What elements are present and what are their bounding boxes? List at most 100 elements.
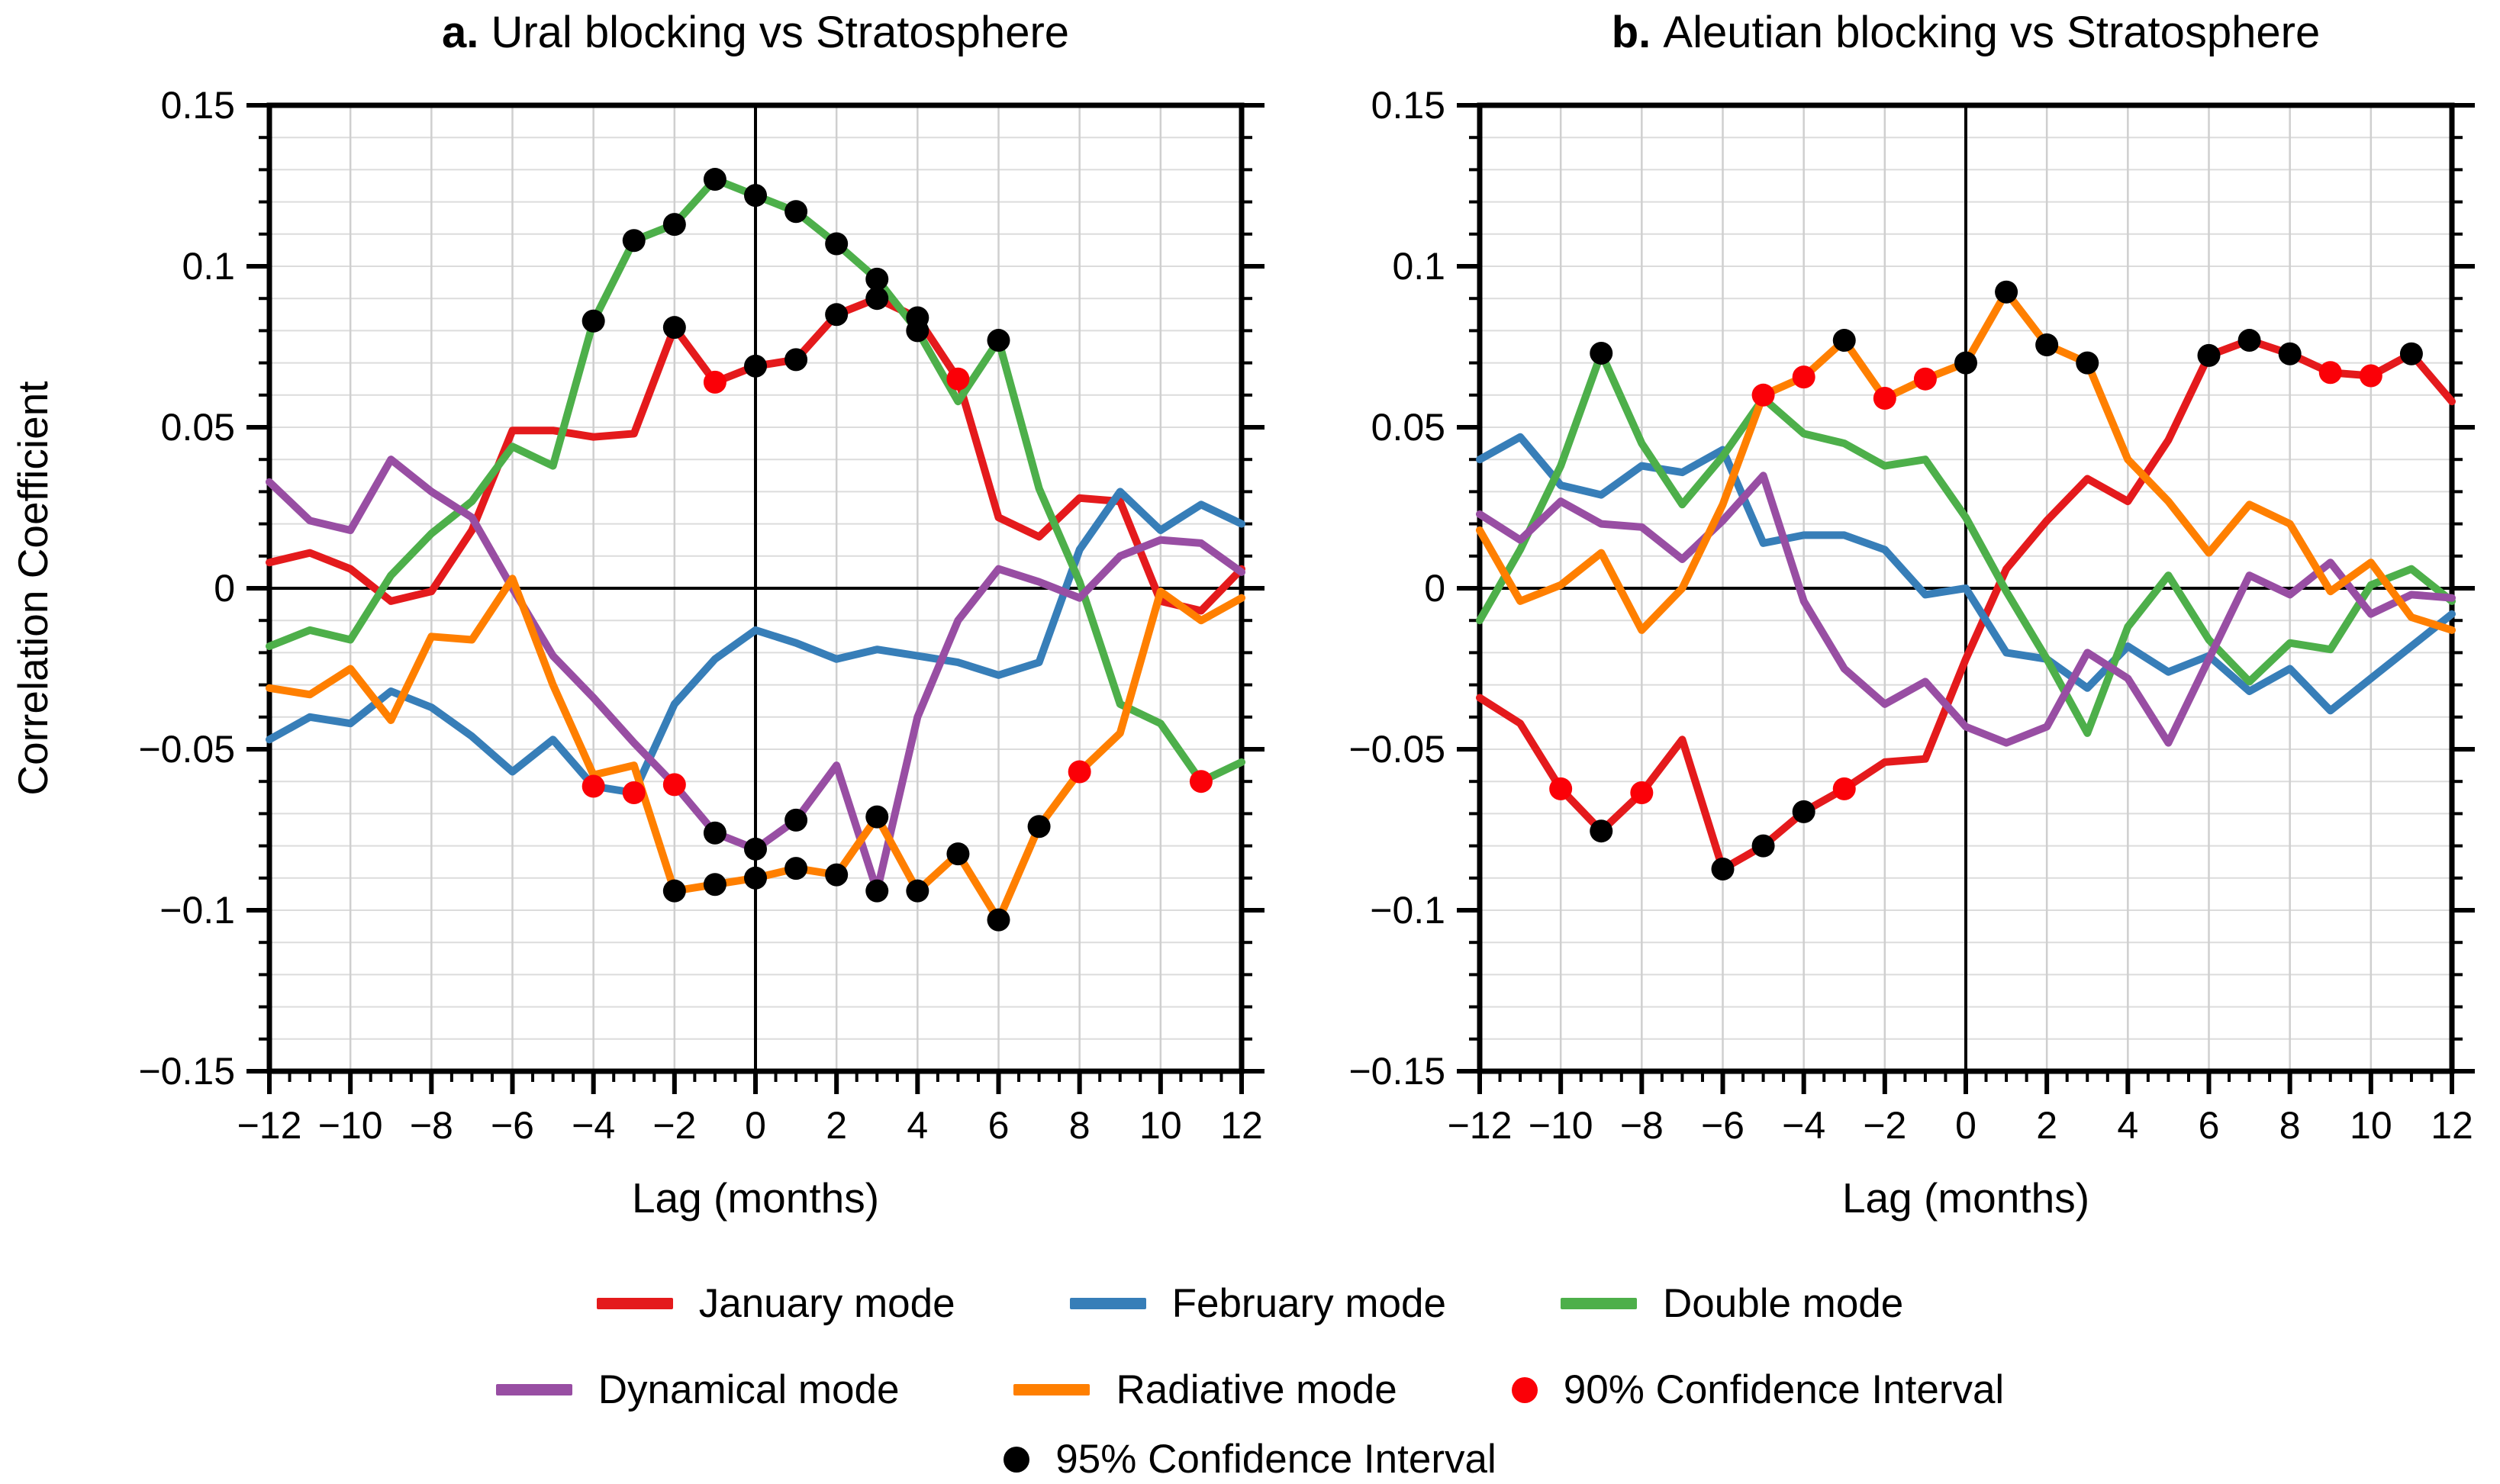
ci95-marker [703,873,726,897]
legend-item-radiative: Radiative mode [1013,1370,1397,1410]
ci90-marker [1068,760,1091,784]
legend-item-ci90: 90% Confidence Interval [1511,1370,2004,1410]
series-february-line [1476,433,2456,715]
ci90-marker [582,774,605,798]
x-tick-label: 0 [745,1104,766,1147]
plot-border [266,102,1245,1074]
x-tick-label: −6 [1701,1104,1745,1147]
ci95-marker [703,821,726,845]
ci95-marker [865,879,889,903]
x-axis-label: Lag (months) [1842,1174,2089,1222]
ci95-marker [865,267,889,291]
ci95-marker [2035,333,2059,356]
series-february-line [266,488,1245,797]
ci95-marker [662,879,686,903]
ci95-marker [1954,351,1977,375]
ci90-marker [1913,367,1937,391]
x-tick-label: 8 [2279,1104,2301,1147]
ci95-marker [2076,351,2099,375]
y-tick-label: 0 [214,567,235,610]
legend-label-january: January mode [698,1281,955,1326]
x-tick-label: 2 [826,1104,847,1147]
ci95-marker [946,842,970,866]
y-tick-label: 0.15 [1371,84,1445,127]
ci95-marker [906,319,929,343]
ci90-marker [662,773,686,797]
ci95-marker [744,837,767,861]
ci90-marker [1189,770,1213,794]
ci95-marker [1751,834,1775,858]
january-mode-swatch [596,1298,673,1309]
x-axis-label: Lag (months) [632,1174,879,1222]
x-tick-label: 10 [2350,1104,2392,1147]
ci95-marker [784,857,808,880]
x-tick-label: 12 [1220,1104,1263,1147]
ci95-dot-icon [1004,1446,1030,1473]
ci95-marker [987,908,1010,932]
legend-item-ci95: 95% Confidence Interval [1004,1439,1496,1479]
y-tick-label: −0.05 [1348,728,1445,771]
series-dynamical-line [1476,472,2456,747]
legend-row-1: January mode February mode Double mode [0,1283,2500,1324]
legend-item-january: January mode [596,1281,955,1326]
x-tick-label: −6 [491,1104,534,1147]
ci90-marker [1792,365,1815,389]
legend-item-dynamical: Dynamical mode [495,1367,900,1412]
ci95-marker [784,808,808,832]
y-tick-label: 0.05 [1371,406,1445,449]
x-tick-label: 6 [988,1104,1010,1147]
legend-row-3: 95% Confidence Interval [0,1439,2500,1479]
ci95-marker [1995,280,2018,304]
y-tick-label: −0.15 [138,1050,235,1093]
legend-item-february: February mode [1069,1283,1446,1324]
y-tick-label: 0.15 [161,84,235,127]
ci95-marker [1590,341,1613,365]
plot-border [1477,102,2455,1074]
legend-label-dynamical: Dynamical mode [598,1367,900,1412]
ci90-marker [1873,387,1896,410]
panel-title: a. Ural blocking vs Stratosphere [442,8,1069,57]
ci90-marker [946,367,970,391]
x-tick-label: −4 [572,1104,615,1147]
ci95-marker [906,879,929,903]
x-tick-label: 0 [1955,1104,1976,1147]
ci95-marker [622,229,646,253]
dynamical-mode-swatch [495,1384,572,1395]
y-tick-label: 0.1 [182,245,235,288]
ci95-marker [825,303,849,327]
ci95-marker [2399,342,2423,365]
legend-label-ci95: 95% Confidence Interval [1055,1437,1496,1482]
ci95-marker [1832,329,1856,352]
ci95-marker [987,329,1010,352]
ci95-marker [662,316,686,340]
x-tick-label: 4 [907,1104,928,1147]
x-tick-label: −2 [652,1104,696,1147]
x-tick-label: 8 [1069,1104,1091,1147]
ci95-marker [744,354,767,378]
ci90-marker [1630,781,1654,804]
ci95-marker [582,309,605,333]
panel-title: b. Aleutian blocking vs Stratosphere [1612,8,2321,57]
ci90-marker [703,370,726,394]
ci95-marker [825,863,849,887]
ci95-marker [744,866,767,890]
x-tick-label: −10 [1529,1104,1593,1147]
ci95-marker [784,200,808,224]
x-tick-label: 10 [1139,1104,1182,1147]
x-tick-label: −4 [1782,1104,1825,1147]
ci90-dot-icon [1511,1376,1538,1403]
x-tick-label: −2 [1863,1104,1906,1147]
x-tick-label: −12 [237,1104,302,1147]
x-tick-label: −8 [410,1104,453,1147]
ci90-marker [2359,364,2382,388]
ci95-marker [662,213,686,237]
x-tick-label: −10 [318,1104,383,1147]
y-tick-label: 0 [1424,567,1445,610]
ci90-marker [1549,777,1573,800]
y-tick-label: −0.1 [1370,889,1445,932]
x-tick-label: 6 [2199,1104,2220,1147]
ci95-marker [784,348,808,372]
x-tick-label: −8 [1620,1104,1664,1147]
legend-row-2: Dynamical mode Radiative mode 90% Confid… [0,1370,2500,1410]
